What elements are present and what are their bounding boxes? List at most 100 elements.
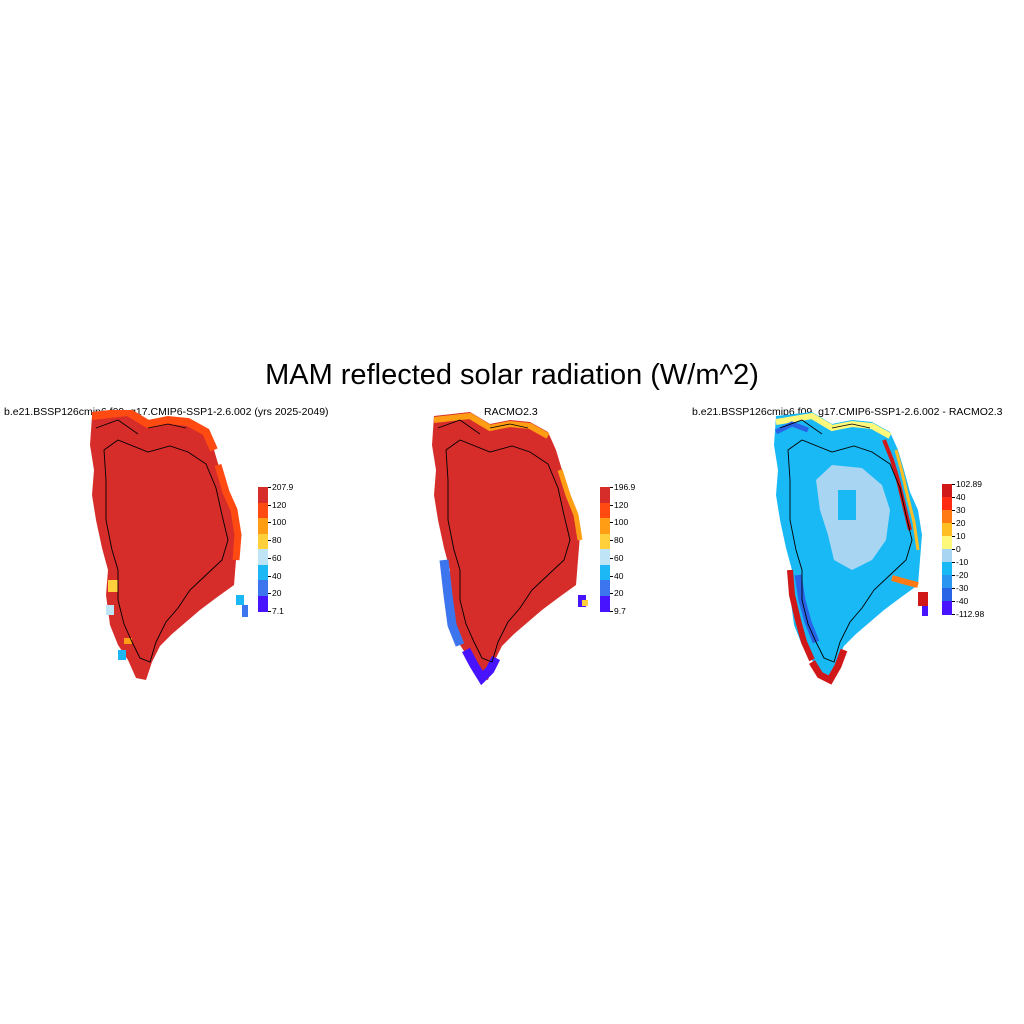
colorbar-3-tick [952,588,955,589]
panel-2-coast-east [557,469,583,541]
panel-1-coast-north [91,410,218,452]
panel-1-east-cyan [236,595,244,605]
colorbar-1-tick [268,557,271,559]
colorbar-3-tick [952,562,955,563]
colorbar-3-tick [952,536,955,537]
colorbar-2-label: 40 [614,570,624,581]
colorbar-1-tick [268,611,271,612]
panel-2-land-mask [432,412,580,680]
colorbar-3-segment [942,536,952,550]
panel-2-outline [445,439,571,663]
colorbar-2-tick [610,522,613,524]
colorbar-3-segment [942,601,952,615]
colorbar-3-tick [952,523,955,524]
panel-3-title: b.e21.BSSP126cmip6.f09_g17.CMIP6-SSP1-2.… [692,406,1003,418]
panel-1-outline [103,439,229,663]
colorbar-1-tick [268,487,271,488]
colorbar-3-label: 10 [956,531,966,541]
colorbar-2-segment [600,580,610,596]
colorbar-3-segment [942,575,952,589]
colorbar-3-label: 40 [956,492,966,502]
colorbar-3-segment [942,484,952,498]
colorbar-3-label: -20 [956,570,969,580]
colorbar-2-label: 60 [614,552,624,563]
panel-1-west-yellow [108,580,118,592]
panel-3-east-island-red [918,592,928,606]
colorbar-3-segment [942,588,952,602]
panel-1-south-cyan [118,650,126,660]
colorbar-2-tick [610,504,613,506]
colorbar-2-label: 20 [614,588,624,599]
panel-1-title: b.e21.BSSP126cmip6.f09_g17.CMIP6-SSP1-2.… [4,406,329,418]
panel-2-coast-west [439,559,465,647]
panel-3-outline-north [779,419,871,435]
panel-1-outline-north [95,419,187,435]
colorbar-2-segment [600,564,610,581]
colorbar-2-label: 100 [614,517,629,528]
colorbar-1-segment [258,564,268,581]
panel-3-map [774,412,928,685]
colorbar-2-tick [610,611,613,612]
panel-1-east-blue [242,605,248,617]
panel-3-colorbar: 102.89 40 30 20 10 0 -10 -20 -30 -40 -112.98 [942,479,992,619]
panel-3-south-red [809,648,848,685]
colorbar-2-segment [600,518,610,534]
colorbar-3-label: 102.89 [956,479,982,489]
figure-title: MAM reflected solar radiation (W/m^2) [265,359,759,391]
colorbar-2-label: 80 [614,535,624,546]
colorbar-1-label: 207.9 [272,482,294,492]
colorbar-3-label: 0 [956,544,961,554]
colorbar-1-segment [258,595,268,612]
panel-2-colorbar: 196.9 120 100 80 60 40 20 9.7 [600,482,640,616]
colorbar-2-tick [610,487,613,488]
colorbar-1-tick [268,593,271,595]
panel-2-title: RACMO2.3 [484,406,538,418]
panel-2-outline-north [437,419,529,435]
colorbar-3-segment [942,562,952,576]
panel-1-map [90,410,248,680]
panel-2-map [432,412,588,685]
panel-1-colorbar: 207.9 120 100 80 60 40 20 7.1 [258,482,298,616]
colorbar-2-tick [610,593,613,595]
panel-3-outline [787,439,913,663]
colorbar-1-segment [258,502,268,519]
colorbar-2-tick [610,540,613,542]
colorbar-3-label: -10 [956,557,969,567]
colorbar-1-tick [268,504,271,506]
panel-1-land-mask [90,412,238,680]
colorbar-2-segment [600,533,610,550]
colorbar-3-tick [952,614,955,615]
panel-3-southeast-orange [891,575,919,588]
colorbar-2-segment [600,487,610,503]
colorbar-1-label: 100 [272,517,287,528]
colorbar-1-label: 80 [272,535,282,546]
panel-3-east-island-blue [922,606,928,616]
colorbar-1-tick [268,522,271,524]
panel-3-interior-cell [838,490,856,520]
colorbar-1-segment [258,518,268,534]
panel-2-east-yellow [582,600,588,606]
colorbar-2-tick [610,575,613,577]
colorbar-1-label: 40 [272,570,282,581]
colorbar-1-tick [268,575,271,577]
panel-3-east-yellow [894,449,920,551]
colorbar-2-tick [610,557,613,559]
colorbar-3-segment [942,510,952,524]
colorbar-3-tick [952,601,955,602]
panel-1-coast-east [214,464,242,561]
colorbar-2-label: 196.9 [614,482,636,492]
panel-1-west-blue [106,605,114,615]
colorbar-3-label: 30 [956,505,966,515]
colorbar-1-label: 60 [272,552,282,563]
colorbar-1-segment [258,580,268,596]
colorbar-3-label: -112.98 [956,609,985,619]
colorbar-1-label: 20 [272,588,282,599]
colorbar-2-label: 120 [614,499,629,510]
colorbar-3-label: 20 [956,518,966,528]
colorbar-1-tick [268,540,271,542]
colorbar-2-label: 9.7 [614,606,626,616]
colorbar-1-label: 7.1 [272,606,284,616]
panel-2-coast-south [462,647,501,685]
colorbar-1-segment [258,487,268,503]
colorbar-2-segment [600,549,610,565]
